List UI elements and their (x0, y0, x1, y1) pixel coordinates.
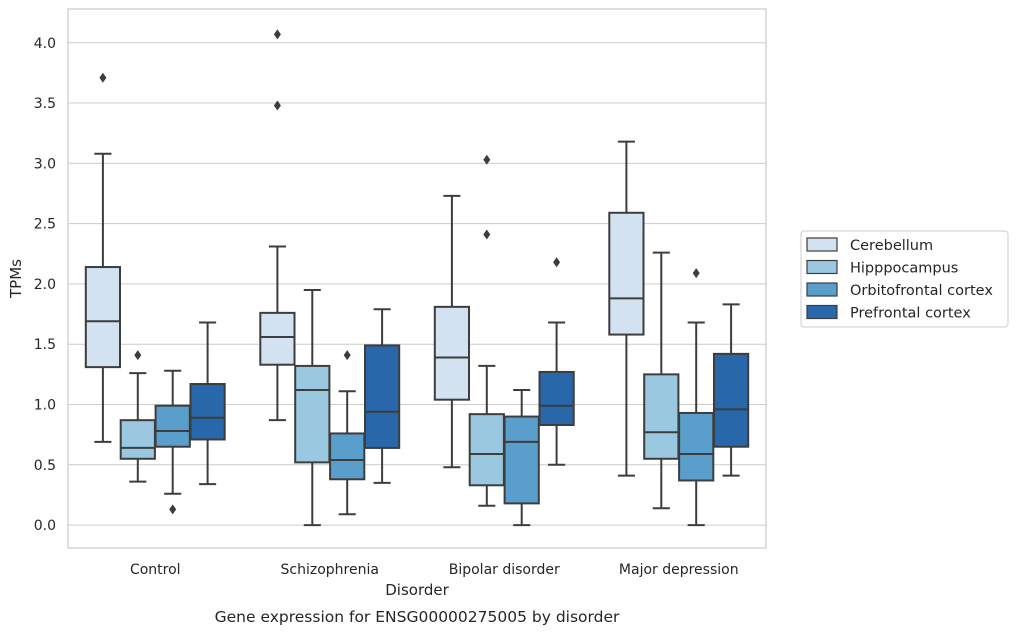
gridlines (68, 42, 766, 526)
y-tick-label: 3.0 (34, 156, 56, 172)
y-tick-label: 4.0 (34, 36, 56, 52)
box-iqr (329, 432, 366, 481)
box-iqr (259, 311, 296, 366)
box-schizophrenia (259, 29, 296, 422)
box-bipolar-disorder (538, 257, 575, 466)
outlier-point (273, 100, 281, 111)
box-bipolar-disorder (468, 154, 505, 507)
series-orbitofrontal-cortex (154, 268, 715, 527)
legend-entry: Cerebellum (850, 238, 933, 254)
legend: Cerebellum Hipppocampus Orbitofrontal cort… (800, 230, 1009, 328)
box-iqr (363, 344, 401, 449)
x-axis-ticks: Control Schizophrenia Bipolar disorder Majo… (130, 562, 739, 578)
box-schizophrenia (363, 308, 401, 484)
y-axis-label: TPMs (7, 259, 25, 299)
box-iqr (433, 305, 471, 401)
y-tick-label: 1.0 (34, 398, 56, 414)
box-major-depression (712, 303, 750, 477)
y-tick-label: 0.0 (34, 518, 56, 534)
y-tick-label: 3.5 (34, 96, 56, 112)
x-tick-label: Bipolar disorder (449, 562, 560, 578)
legend-entry: Hipppocampus (850, 261, 958, 277)
y-tick-label: 1.5 (34, 337, 56, 353)
box-iqr (503, 415, 540, 505)
y-tick-label: 2.5 (34, 217, 56, 233)
x-tick-label: Schizophrenia (281, 562, 379, 578)
outlier-point (343, 350, 351, 361)
y-tick-label: 2.0 (34, 277, 56, 293)
outlier-point (99, 72, 107, 83)
legend-swatch (806, 237, 838, 252)
legend-swatch (806, 282, 838, 297)
y-axis-ticks: 0.0 0.5 1.0 1.5 2.0 2.5 3.0 3.5 4.0 (34, 36, 56, 534)
outlier-point (483, 154, 491, 165)
x-axis-label: Disorder (385, 581, 449, 599)
box-iqr (119, 419, 156, 460)
legend-swatch (806, 259, 838, 275)
box-major-depression (608, 140, 645, 477)
outlier-point (273, 29, 281, 40)
plot-frame (67, 8, 767, 549)
legend-entry: Prefrontal cortex (850, 306, 971, 322)
box-bipolar-disorder (503, 389, 540, 527)
box-iqr (189, 383, 226, 441)
x-tick-label: Major depression (619, 562, 739, 578)
box-series (84, 29, 750, 527)
x-tick-label: Control (130, 562, 181, 578)
box-iqr (712, 352, 750, 448)
box-iqr (294, 364, 331, 464)
series-cerebellum (84, 29, 645, 477)
figure-caption: Gene expression for ENSG00000275005 by d… (215, 608, 620, 626)
box-iqr (154, 404, 191, 448)
box-major-depression (678, 268, 715, 527)
box-schizophrenia (294, 288, 331, 527)
box-iqr (84, 266, 122, 369)
box-iqr (538, 370, 575, 427)
legend-frame (800, 230, 1009, 328)
box-bipolar-disorder (433, 194, 471, 469)
outlier-point (483, 229, 491, 240)
box-control (189, 321, 226, 486)
box-iqr (643, 373, 680, 460)
box-iqr (678, 411, 715, 482)
box-iqr (608, 211, 645, 336)
box-schizophrenia (329, 350, 366, 516)
box-iqr (468, 413, 505, 487)
outlier-point (169, 504, 177, 515)
box-control (84, 72, 122, 443)
outlier-point (553, 257, 561, 268)
legend-entry: Orbitofrontal cortex (850, 283, 993, 299)
outlier-point (134, 350, 142, 361)
box-control (119, 350, 156, 483)
y-tick-label: 0.5 (34, 458, 56, 474)
outlier-point (692, 268, 700, 279)
series-prefrontal-cortex (189, 257, 750, 486)
legend-swatch (806, 304, 838, 320)
